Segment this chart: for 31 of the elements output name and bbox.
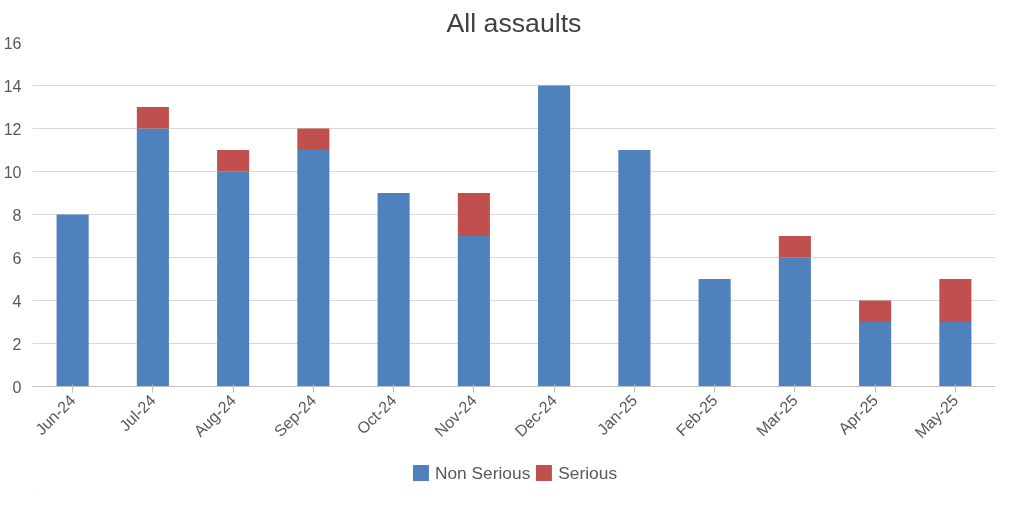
y-tick-label: 12	[3, 120, 22, 138]
bar	[698, 279, 731, 387]
bar	[778, 236, 811, 258]
bar	[457, 236, 490, 387]
bar	[136, 107, 169, 129]
bar	[859, 300, 892, 322]
chart-title: All assaults	[446, 7, 582, 38]
bar	[457, 193, 490, 236]
bar	[538, 85, 571, 387]
bar	[297, 128, 330, 150]
bar	[939, 279, 972, 322]
y-tick-label: 14	[3, 77, 22, 95]
y-tick-label: 8	[12, 206, 22, 224]
bar	[939, 322, 972, 387]
bar	[217, 150, 250, 172]
bar	[297, 150, 330, 387]
bar	[217, 171, 250, 387]
legend-label: Serious	[558, 462, 618, 483]
y-tick-label: 4	[12, 292, 22, 310]
y-tick-label: 0	[12, 378, 22, 396]
bar	[377, 193, 410, 387]
bar	[56, 214, 89, 387]
bar	[778, 257, 811, 387]
y-tick-label: 6	[12, 249, 22, 267]
bar	[618, 150, 651, 387]
y-tick-label: 16	[3, 34, 22, 52]
y-tick-label: 2	[12, 335, 22, 353]
bar	[136, 128, 169, 387]
legend-label: Non Serious	[434, 462, 531, 483]
bar	[859, 322, 892, 387]
y-tick-label: 10	[3, 163, 22, 181]
